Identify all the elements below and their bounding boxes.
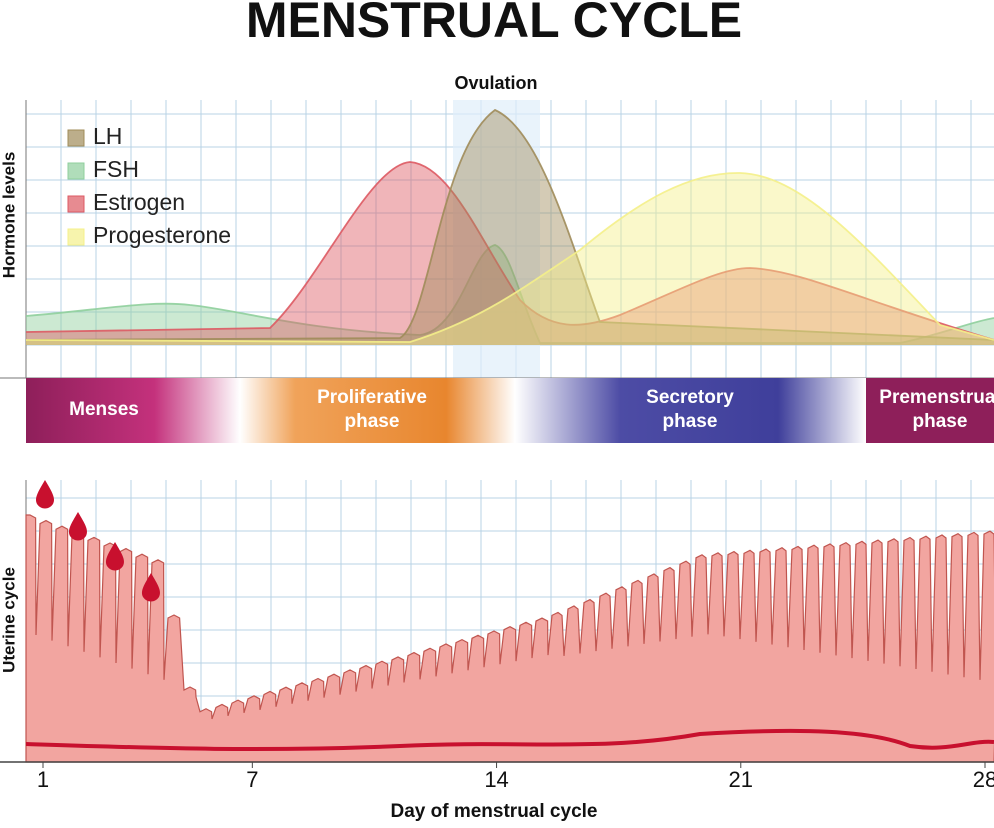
endometrium-tissue	[25, 514, 994, 763]
legend-swatch	[67, 228, 85, 246]
hormone-line	[25, 172, 994, 343]
legend-label: FSH	[93, 156, 139, 182]
legend-swatch	[67, 195, 85, 213]
hormone-curves	[25, 108, 994, 345]
phase-label: Secretory	[646, 387, 734, 408]
x-axis-label: Day of menstrual cycle	[391, 801, 598, 822]
legend-label: LH	[93, 123, 122, 149]
ovulation-label: Ovulation	[454, 73, 537, 93]
endometrium	[25, 514, 994, 763]
title: MENSTRUAL CYCLE	[246, 0, 742, 48]
legend-label: Estrogen	[93, 189, 185, 215]
hormone-line	[25, 108, 994, 341]
phase-label: Premenstrual	[879, 387, 994, 408]
phase-band	[26, 378, 240, 443]
phase-label: Proliferative	[317, 387, 427, 408]
legend: LH FSH Estrogen Progesterone	[67, 123, 231, 248]
hormone-line	[25, 244, 994, 344]
phase-bar: Menses Proliferative phase Secretory phase Pr…	[26, 378, 994, 443]
y-axis-label: Uterine cycle	[0, 567, 18, 673]
y-axis-label: Hormone levels	[0, 152, 18, 279]
phase-label: phase	[663, 411, 718, 432]
blood-vessel	[25, 728, 994, 752]
x-ticks: 1 7 14 21 28	[37, 762, 994, 792]
hormone-area	[26, 162, 994, 345]
hormone-area	[26, 172, 994, 345]
legend-swatch	[67, 162, 85, 180]
hormone-line	[25, 161, 994, 341]
x-tick-label: 21	[729, 767, 753, 792]
hormone-area	[26, 110, 994, 345]
phase-label: phase	[913, 411, 968, 432]
blood-drops	[35, 480, 161, 602]
phase-label: Menses	[69, 399, 139, 420]
legend-label: Progesterone	[93, 222, 231, 248]
x-tick-label: 1	[37, 767, 49, 792]
x-tick-label: 7	[246, 767, 258, 792]
x-tick-label: 14	[484, 767, 508, 792]
phase-label: phase	[345, 411, 400, 432]
phase-band	[515, 378, 866, 443]
legend-swatch	[67, 129, 85, 147]
phase-band	[240, 378, 515, 443]
phase-band	[866, 378, 994, 443]
x-tick-label: 28	[973, 767, 994, 792]
